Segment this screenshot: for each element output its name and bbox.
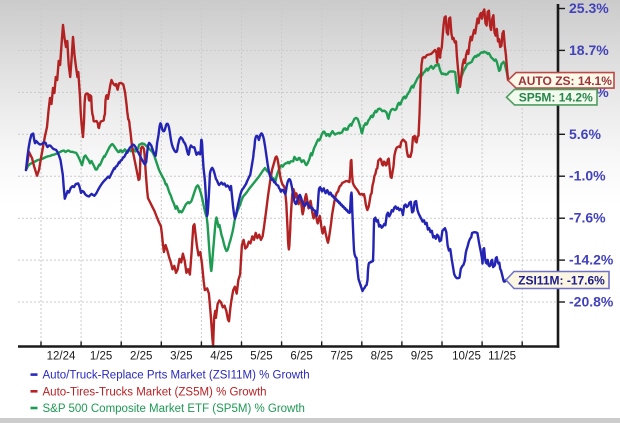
svg-text:12/24: 12/24 (47, 351, 76, 363)
svg-text:S&P 500 Composite Market ETF (: S&P 500 Composite Market ETF (SP5M) % Gr… (43, 403, 305, 415)
svg-text:2/25: 2/25 (130, 351, 152, 363)
svg-text:5.6%: 5.6% (569, 126, 601, 142)
svg-text:9/25: 9/25 (411, 351, 433, 363)
svg-text:18.7%: 18.7% (569, 42, 609, 58)
svg-text:-20.8%: -20.8% (569, 294, 614, 310)
svg-text:4/25: 4/25 (210, 351, 232, 363)
svg-text:Auto-Tires-Trucks Market (ZS5M: Auto-Tires-Trucks Market (ZS5M) % Growth (43, 386, 267, 398)
svg-text:6/25: 6/25 (290, 351, 312, 363)
svg-text:ZSI11M: -17.6%: ZSI11M: -17.6% (518, 274, 605, 288)
svg-text:-1.0%: -1.0% (569, 168, 606, 184)
svg-text:Auto/Truck-Replace Prts Market: Auto/Truck-Replace Prts Market (ZSI11M) … (43, 370, 310, 382)
svg-text:AUTO ZS: 14.1%: AUTO ZS: 14.1% (518, 74, 612, 88)
svg-text:1/25: 1/25 (90, 351, 112, 363)
svg-text:7/25: 7/25 (331, 351, 353, 363)
svg-text:11/25: 11/25 (488, 351, 516, 363)
svg-text:5/25: 5/25 (250, 351, 272, 363)
svg-text:3/25: 3/25 (170, 351, 192, 363)
svg-text:10/25: 10/25 (452, 351, 481, 363)
svg-text:25.3%: 25.3% (569, 0, 609, 16)
svg-text:-14.2%: -14.2% (569, 252, 614, 268)
svg-text:SP5M: 14.2%: SP5M: 14.2% (519, 91, 593, 105)
svg-text:8/25: 8/25 (371, 351, 393, 363)
svg-text:-7.6%: -7.6% (569, 210, 606, 226)
